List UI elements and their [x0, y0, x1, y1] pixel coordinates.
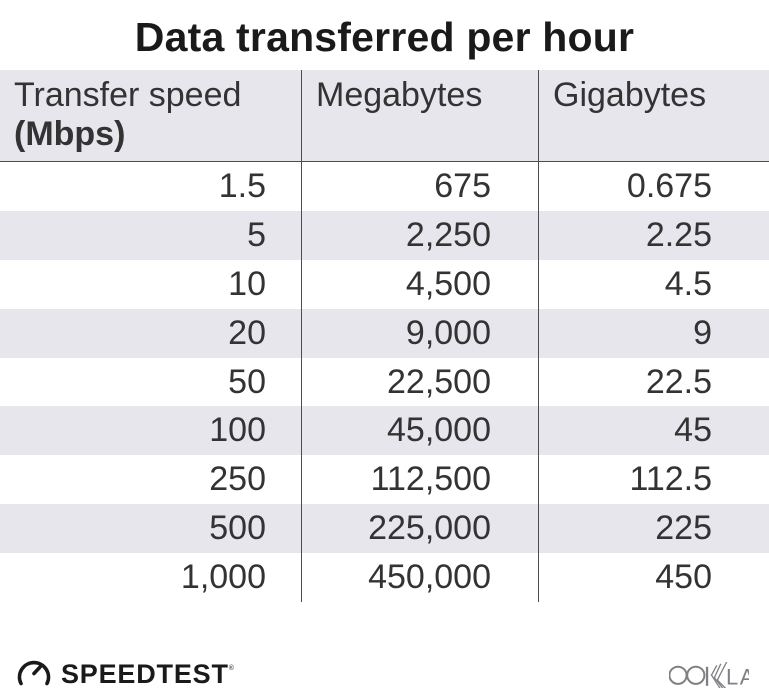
- svg-text:LA: LA: [726, 664, 749, 688]
